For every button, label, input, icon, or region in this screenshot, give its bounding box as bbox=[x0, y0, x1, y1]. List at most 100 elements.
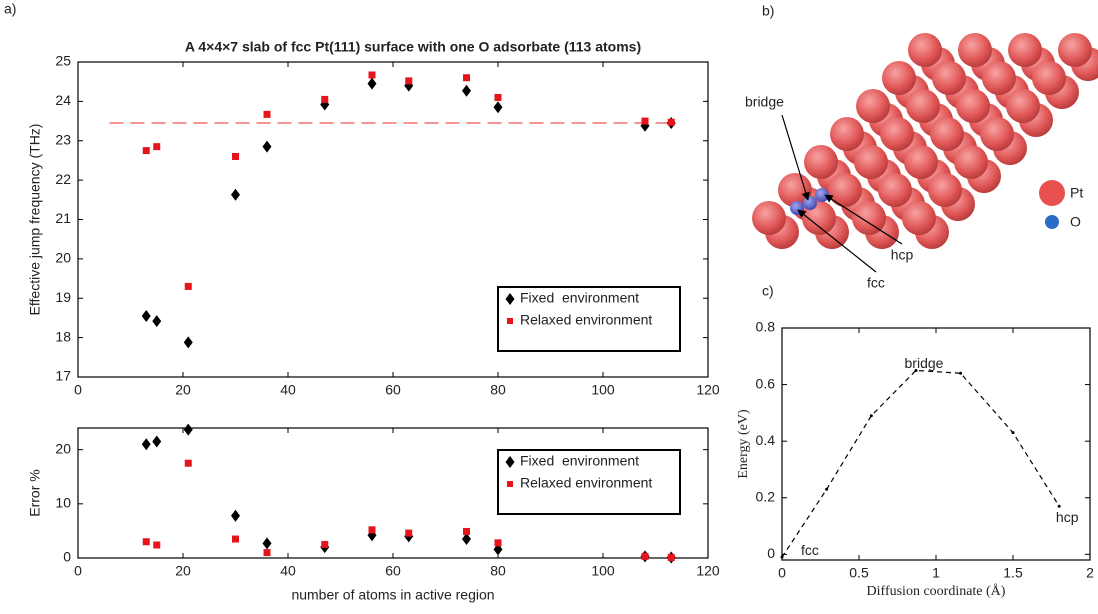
marker bbox=[232, 153, 239, 160]
legend-pt bbox=[1039, 180, 1065, 206]
x-tick-label: 0 bbox=[74, 382, 82, 398]
pt-atom bbox=[882, 61, 916, 95]
marker bbox=[152, 435, 162, 448]
pt-atom bbox=[954, 145, 988, 179]
legend-box bbox=[497, 286, 681, 352]
marker bbox=[463, 527, 470, 535]
x-tick-label: 2 bbox=[1086, 565, 1094, 581]
legend-marker bbox=[507, 481, 513, 487]
y-tick-label: 24 bbox=[55, 92, 71, 108]
point bbox=[914, 368, 918, 372]
x-tick-label: 1.5 bbox=[1003, 565, 1023, 581]
y-tick-label: 0.4 bbox=[756, 432, 776, 448]
point bbox=[959, 371, 963, 375]
legend-label: Pt bbox=[1070, 185, 1083, 201]
pt-atom bbox=[856, 89, 890, 123]
x-tick-label: 40 bbox=[280, 382, 296, 398]
legend-label: Fixed environment bbox=[520, 290, 639, 306]
point-label: hcp bbox=[1056, 509, 1079, 525]
y-tick-label: 0 bbox=[767, 545, 775, 561]
marker bbox=[142, 147, 150, 155]
marker bbox=[184, 282, 192, 290]
o-atom bbox=[815, 188, 829, 202]
marker bbox=[183, 423, 193, 436]
x-tick-label: 0.5 bbox=[849, 565, 869, 581]
y-tick-label: 21 bbox=[55, 210, 71, 226]
marker bbox=[641, 552, 649, 560]
marker bbox=[463, 74, 470, 82]
x-tick-label: 20 bbox=[175, 563, 191, 579]
chart-title: A 4×4×7 slab of fcc Pt(111) surface with… bbox=[185, 39, 641, 55]
plot-frame bbox=[77, 427, 709, 559]
marker bbox=[263, 110, 271, 118]
point bbox=[869, 414, 873, 418]
marker bbox=[494, 93, 502, 101]
x-axis-label: Diffusion coordinate (Å) bbox=[867, 583, 1006, 599]
legend-label: O bbox=[1070, 214, 1081, 230]
pt-atom bbox=[904, 145, 938, 179]
marker bbox=[141, 309, 151, 322]
legend-label: Relaxed environment bbox=[520, 475, 652, 491]
legend-marker bbox=[507, 318, 513, 324]
x-tick-label: 120 bbox=[696, 563, 720, 579]
y-tick-label: 20 bbox=[55, 440, 71, 456]
pt-atom bbox=[852, 201, 886, 235]
plot-frame bbox=[781, 327, 1091, 561]
marker bbox=[405, 77, 413, 85]
plot-frame bbox=[77, 61, 709, 378]
legend-label: Fixed environment bbox=[520, 453, 639, 469]
panel-label: b) bbox=[762, 3, 774, 19]
energy-line bbox=[781, 369, 1060, 558]
pointer-arrow bbox=[824, 194, 903, 245]
point-label: fcc bbox=[801, 542, 819, 558]
x-tick-label: 40 bbox=[280, 563, 296, 579]
pt-atom bbox=[880, 117, 914, 151]
y-tick-label: 10 bbox=[55, 495, 71, 511]
marker bbox=[405, 529, 413, 537]
pt-atom bbox=[956, 89, 990, 123]
legend-o bbox=[1045, 215, 1059, 229]
y-tick-label: 0 bbox=[63, 549, 71, 565]
pt-atom bbox=[828, 173, 862, 207]
y-tick-label: 17 bbox=[55, 368, 71, 384]
marker bbox=[142, 538, 150, 546]
pt-atom bbox=[930, 117, 964, 151]
legend-marker bbox=[505, 293, 515, 305]
panel-label: c) bbox=[762, 283, 774, 299]
y-tick-label: 23 bbox=[55, 131, 71, 147]
pt-atom bbox=[804, 145, 838, 179]
pt-atom bbox=[878, 173, 912, 207]
pt-atom bbox=[932, 61, 966, 95]
marker bbox=[321, 95, 329, 103]
x-axis-label: number of atoms in active region bbox=[291, 587, 494, 603]
pointer-arrow bbox=[797, 209, 877, 273]
marker bbox=[367, 77, 377, 90]
x-tick-label: 0 bbox=[778, 565, 786, 581]
pt-atom bbox=[1008, 33, 1042, 67]
pt-atom bbox=[830, 117, 864, 151]
legend-box bbox=[497, 449, 681, 515]
pt-atom bbox=[854, 145, 888, 179]
x-tick-label: 80 bbox=[490, 563, 506, 579]
y-tick-label: 18 bbox=[55, 328, 71, 344]
panel-label: a) bbox=[4, 1, 16, 17]
marker bbox=[153, 143, 161, 151]
y-tick-label: 0.2 bbox=[756, 488, 776, 504]
y-axis-label: Energy (eV) bbox=[736, 409, 751, 479]
marker bbox=[321, 540, 329, 548]
pt-atom bbox=[980, 117, 1014, 151]
y-tick-label: 20 bbox=[55, 250, 71, 266]
marker bbox=[232, 535, 239, 543]
pt-atom bbox=[902, 201, 936, 235]
x-tick-label: 80 bbox=[490, 382, 506, 398]
point bbox=[1057, 504, 1061, 508]
site-label: fcc bbox=[867, 275, 885, 291]
x-tick-label: 60 bbox=[385, 563, 401, 579]
x-tick-label: 1 bbox=[932, 565, 940, 581]
pt-atom bbox=[958, 33, 992, 67]
y-axis-label: Error % bbox=[27, 469, 43, 516]
legend-marker bbox=[505, 456, 515, 468]
marker bbox=[493, 101, 503, 114]
